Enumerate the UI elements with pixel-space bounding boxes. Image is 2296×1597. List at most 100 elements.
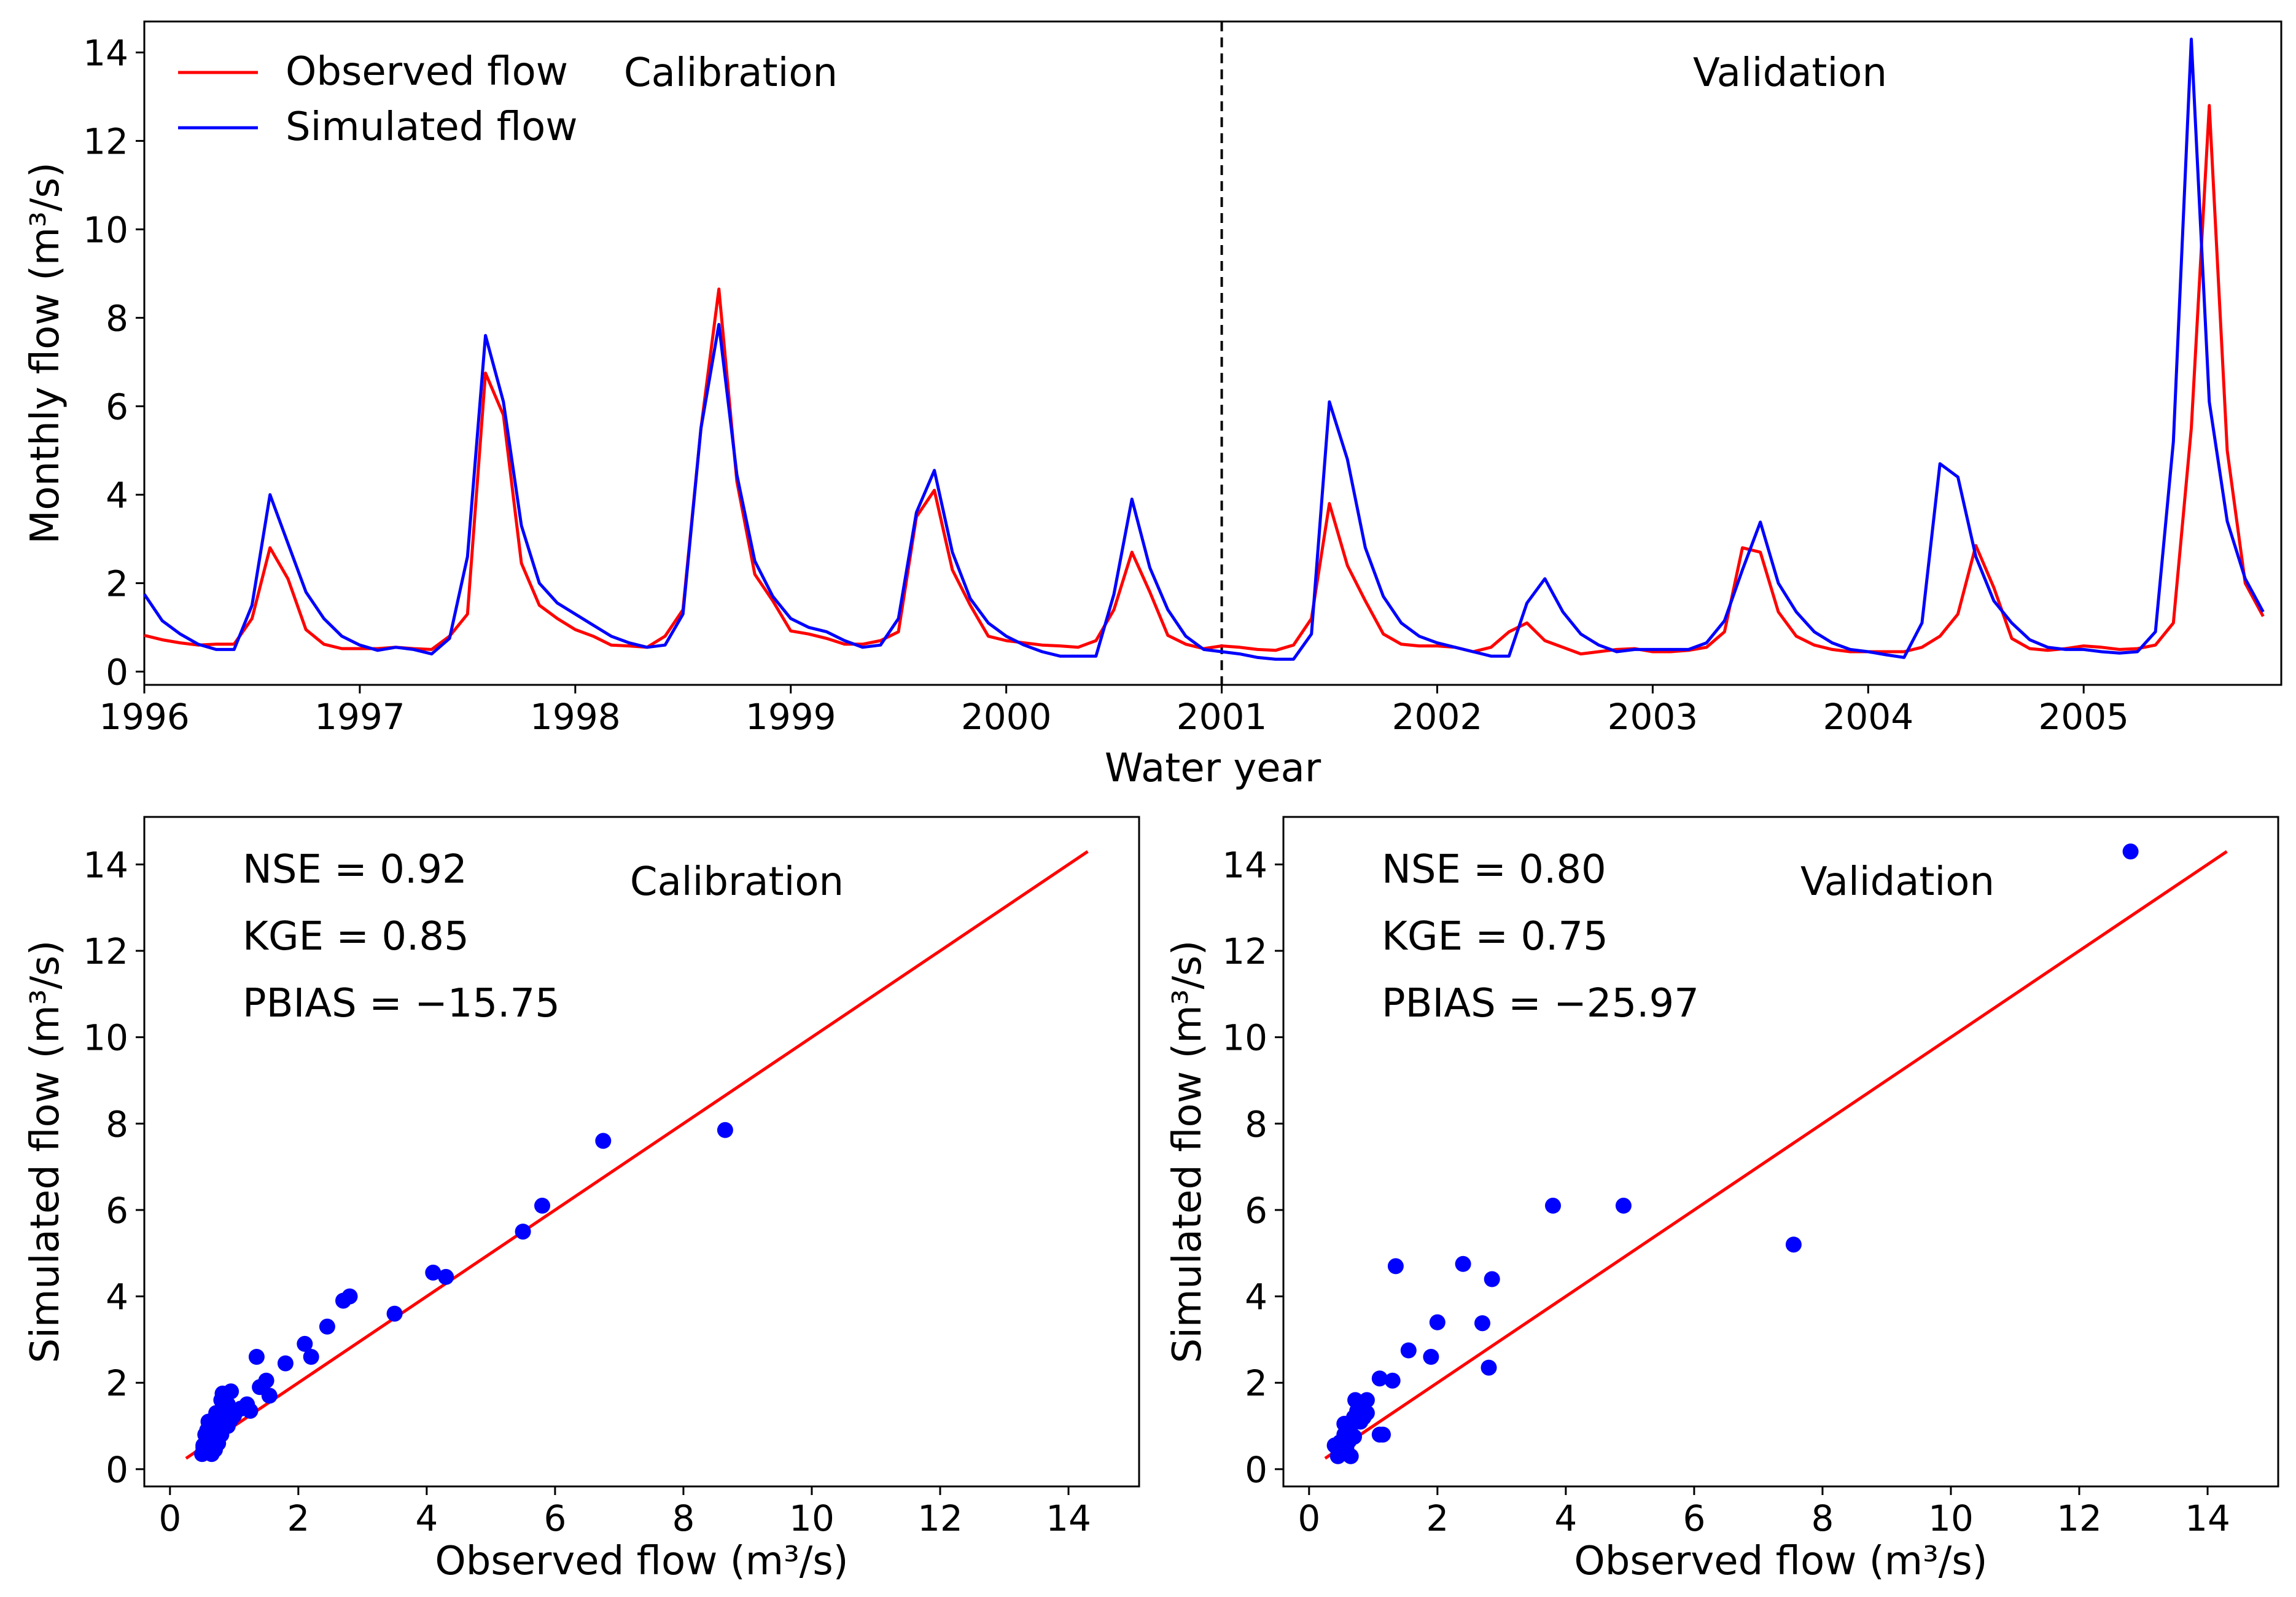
calibration-y-tick-label: 2 [106,1362,128,1404]
validation-data-point [1615,1197,1632,1214]
calibration-data-point [242,1402,259,1419]
calibration-y-tick-label: 14 [83,844,128,886]
calibration-annotation: Calibration [630,859,844,905]
calibration-x-ticks: 0 2 4 6 8 10 12 14 [158,1486,1091,1539]
timeseries-x-tick-label: 2001 [1177,696,1267,738]
timeseries-x-tick-label: 2000 [961,696,1052,738]
calibration-data-point [717,1122,733,1138]
validation-x-tick-label: 2 [1426,1497,1449,1539]
series-line-observed [144,104,2265,656]
validation-data-point [1400,1342,1417,1359]
timeseries-y-tick-label: 8 [106,297,128,339]
validation-x-tick-label: 12 [2057,1497,2102,1539]
validation-data-point [1785,1236,1802,1253]
validation-data-point [1387,1258,1404,1275]
timeseries-x-tick-label: 2002 [1392,696,1483,738]
timeseries-x-tick-label: 1998 [530,696,621,738]
validation-y-axis-label: Simulated flow (m³/s) [1165,940,1210,1364]
calibration-stat-nse: NSE = 0.92 [243,847,467,892]
validation-y-ticks: 0 2 4 6 8 10 12 14 [1222,844,1283,1491]
calibration-data-point [248,1349,265,1365]
validation-data-point [1329,1439,1346,1456]
validation-x-ticks: 0 2 4 6 8 10 12 14 [1298,1486,2230,1539]
calibration-scatter-chart: 0 2 4 6 8 10 12 14 0 2 4 6 8 10 12 14 NSE = 0.92 KGE =… [23,816,1140,1584]
validation-x-tick-label: 4 [1554,1497,1577,1539]
annotation-validation: Validation [1693,50,1887,96]
validation-data-point [1346,1429,1362,1445]
validation-data-point [1423,1349,1439,1365]
x-axis-ticks: 1996 1997 1998 1999 2000 2001 2002 2003 2004 2005 [99,685,2129,738]
calibration-data-point [515,1224,531,1240]
validation-x-tick-label: 0 [1298,1497,1320,1539]
calibration-x-tick-label: 12 [917,1497,963,1539]
calibration-data-point [341,1288,358,1305]
calibration-x-tick-label: 0 [158,1497,181,1539]
validation-data-point [1358,1392,1375,1408]
calibration-data-point [261,1388,278,1404]
timeseries-series-group [142,37,2265,661]
validation-data-point [1371,1426,1388,1443]
validation-x-tick-label: 6 [1683,1497,1705,1539]
calibration-y-ticks: 0 2 4 6 8 10 12 14 [83,844,144,1491]
calibration-x-tick-label: 2 [287,1497,309,1539]
calibration-data-point [534,1197,550,1214]
validation-x-tick-label: 14 [2185,1497,2230,1539]
y-axis-ticks: 0 2 4 6 8 10 12 14 [83,32,144,693]
validation-y-tick-label: 6 [1245,1190,1267,1232]
calibration-plot-frame [143,816,1140,1488]
timeseries-y-tick-label: 10 [83,209,128,251]
validation-y-tick-label: 4 [1245,1276,1267,1318]
x-axis-label: Water year [1105,746,1321,791]
calibration-data-point [226,1405,243,1421]
timeseries-y-tick-label: 2 [106,563,128,604]
calibration-data-point [203,1437,220,1454]
calibration-y-axis-label: Simulated flow (m³/s) [23,940,68,1364]
calibration-y-tick-label: 12 [83,931,128,972]
calibration-stat-pbias: PBIAS = −15.75 [243,981,560,1026]
timeseries-x-tick-label: 1999 [745,696,836,738]
calibration-data-point [297,1335,313,1352]
calibration-y-tick-label: 8 [106,1103,128,1145]
calibration-y-tick-label: 10 [83,1017,128,1059]
validation-y-tick-label: 12 [1222,931,1267,972]
legend-label-simulated: Simulated flow [286,104,578,150]
legend-label-observed: Observed flow [286,49,568,95]
validation-data-point [1429,1314,1446,1330]
validation-x-axis-label: Observed flow (m³/s) [1574,1539,1987,1584]
calibration-x-tick-label: 10 [789,1497,835,1539]
validation-data-point [1545,1197,1561,1214]
calibration-x-axis-label: Observed flow (m³/s) [435,1539,848,1584]
timeseries-x-tick-label: 1997 [314,696,405,738]
timeseries-x-tick-label: 2003 [1608,696,1699,738]
validation-stat-nse: NSE = 0.80 [1382,847,1606,892]
calibration-data-point [386,1305,403,1322]
validation-one-to-one-line-group [1324,850,2228,1460]
timeseries-y-tick-label: 6 [106,386,128,428]
validation-data-point [1484,1271,1500,1287]
validation-data-point [1371,1370,1388,1387]
validation-data-point [1455,1255,1471,1272]
calibration-data-point [210,1416,227,1432]
calibration-x-tick-label: 6 [543,1497,566,1539]
calibration-data-point [213,1392,230,1408]
calibration-stat-kge: KGE = 0.85 [243,914,469,959]
timeseries-y-tick-label: 0 [106,651,128,693]
timeseries-x-tick-label: 1996 [99,696,190,738]
calibration-points-group [194,1122,733,1462]
legend: Observed flow Simulated flow [178,49,578,150]
y-axis-label: Monthly flow (m³/s) [23,162,68,544]
validation-y-tick-label: 0 [1245,1449,1267,1491]
validation-x-tick-label: 10 [1928,1497,1974,1539]
calibration-data-point [319,1318,335,1335]
calibration-x-tick-label: 8 [672,1497,695,1539]
validation-y-tick-label: 2 [1245,1362,1267,1404]
calibration-x-tick-label: 4 [415,1497,438,1539]
calibration-data-point [595,1133,612,1149]
validation-data-point [1474,1315,1490,1332]
validation-one-to-one-line [1324,850,2228,1460]
validation-data-point [1481,1359,1497,1376]
calibration-y-tick-label: 4 [106,1276,128,1318]
validation-data-point [2122,843,2139,860]
series-line-simulated [142,37,2265,661]
